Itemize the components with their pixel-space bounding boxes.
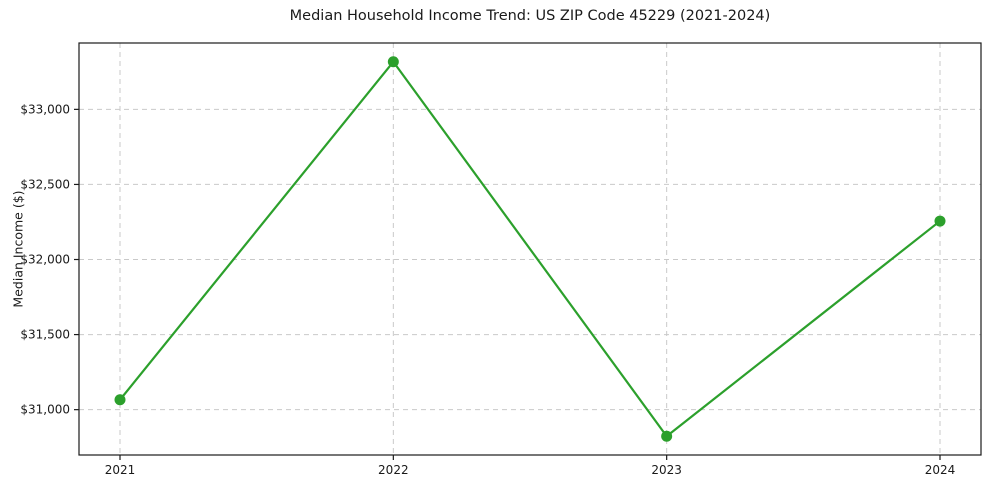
data-point-marker [934,215,946,227]
x-tick-label: 2022 [378,463,409,477]
data-point-marker [114,394,126,406]
income-trend-line [118,60,942,438]
y-tick-label: $32,500 [20,177,70,191]
y-tick-label: $33,000 [20,102,70,116]
x-tick-label: 2021 [105,463,136,477]
axes [78,42,982,456]
data-point-marker [661,430,673,442]
tick-labels: $31,000 $31,500 $32,000 $32,500 $33,000 2021 2… [20,102,955,477]
income-line-series [114,56,946,442]
x-tick-label: 2023 [651,463,682,477]
y-tick-label: $31,000 [20,403,70,417]
y-tick-label: $32,000 [20,253,70,267]
chart-title: Median Household Income Trend: US ZIP Co… [289,8,771,24]
x-tick-label: 2024 [925,463,956,477]
data-point-marker [387,56,399,68]
grid-lines [79,43,981,455]
y-tick-label: $31,500 [20,328,70,342]
plot-border [78,42,982,456]
